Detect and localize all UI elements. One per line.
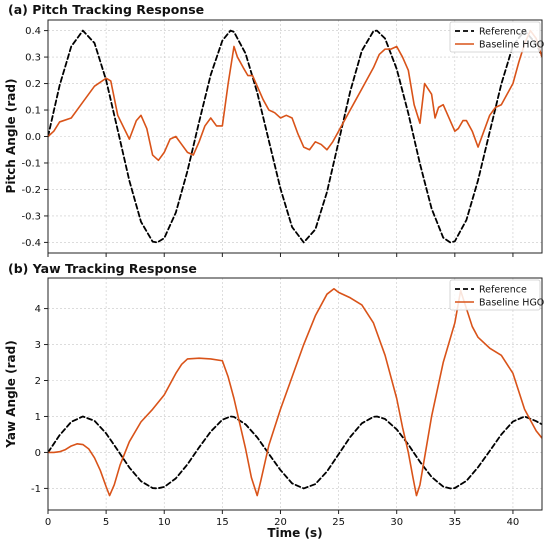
- yaw-x-tick-label: 10: [158, 517, 171, 528]
- yaw-y-tick-label: -1: [31, 484, 41, 495]
- pitch-legend-label: Baseline HGO: [479, 40, 544, 51]
- yaw-x-tick-label: 40: [507, 517, 520, 528]
- pitch-series-reference-line: [48, 29, 542, 244]
- yaw-x-tick-label: 0: [45, 517, 51, 528]
- yaw-legend: Reference Baseline HGO: [449, 279, 544, 311]
- yaw-series-reference-line: [48, 415, 542, 490]
- pitch-series: [48, 29, 542, 244]
- pitch-panel: (a) Pitch Tracking Response Pitch Angle …: [4, 2, 544, 257]
- pitch-y-tick-label: 0.4: [25, 26, 41, 37]
- yaw-plot-frame: [47, 277, 543, 511]
- pitch-panel-title: (a) Pitch Tracking Response: [8, 2, 204, 17]
- yaw-panel-title: (b) Yaw Tracking Response: [8, 261, 197, 276]
- pitch-x-ticks: [47, 253, 514, 257]
- pitch-y-tick-label: -0.1: [21, 158, 41, 169]
- yaw-x-axis-label: Time (s): [267, 526, 322, 540]
- yaw-panel: (b) Yaw Tracking Response Yaw Angle (rad…: [4, 261, 544, 540]
- yaw-y-ticks: -1 0 1 2 3 4: [31, 304, 48, 495]
- yaw-x-tick-label: 35: [448, 517, 461, 528]
- yaw-x-tick-label: 30: [390, 517, 403, 528]
- pitch-y-tick-label: 0.0: [25, 132, 41, 143]
- yaw-x-ticks: 0 5 10 15 20 25 30 35 40: [45, 510, 519, 528]
- pitch-y-tick-label: 0.2: [25, 79, 41, 90]
- yaw-legend-label: Baseline HGO: [479, 298, 544, 309]
- pitch-y-tick-label: -0.2: [21, 185, 41, 196]
- yaw-y-axis-label: Yaw Angle (rad): [4, 340, 18, 448]
- yaw-y-tick-label: 0: [35, 448, 41, 459]
- yaw-x-tick-label: 25: [332, 517, 345, 528]
- pitch-legend-label: Reference: [479, 27, 527, 38]
- yaw-x-tick-label: 5: [103, 517, 109, 528]
- yaw-x-tick-label: 20: [274, 517, 287, 528]
- yaw-series-baseline-hgo-line: [48, 287, 542, 497]
- pitch-series-baseline-hgo-line: [48, 29, 542, 162]
- pitch-y-axis-label: Pitch Angle (rad): [4, 79, 18, 194]
- pitch-y-ticks: -0.4 -0.3 -0.2 -0.1 0.0 0.1 0.2 0.3 0.4: [21, 26, 48, 249]
- pitch-y-tick-label: 0.1: [25, 106, 41, 117]
- yaw-legend-label: Reference: [479, 285, 527, 296]
- pitch-y-tick-label: -0.4: [21, 238, 41, 249]
- yaw-x-tick-label: 15: [216, 517, 229, 528]
- yaw-y-tick-label: 3: [35, 340, 41, 351]
- yaw-series: [48, 287, 542, 497]
- yaw-y-tick-label: 4: [35, 304, 41, 315]
- pitch-y-tick-label: -0.3: [21, 211, 41, 222]
- yaw-y-tick-label: 1: [35, 412, 41, 423]
- pitch-y-tick-label: 0.3: [25, 53, 41, 64]
- pitch-legend: Reference Baseline HGO: [449, 21, 544, 53]
- yaw-y-tick-label: 2: [35, 376, 41, 387]
